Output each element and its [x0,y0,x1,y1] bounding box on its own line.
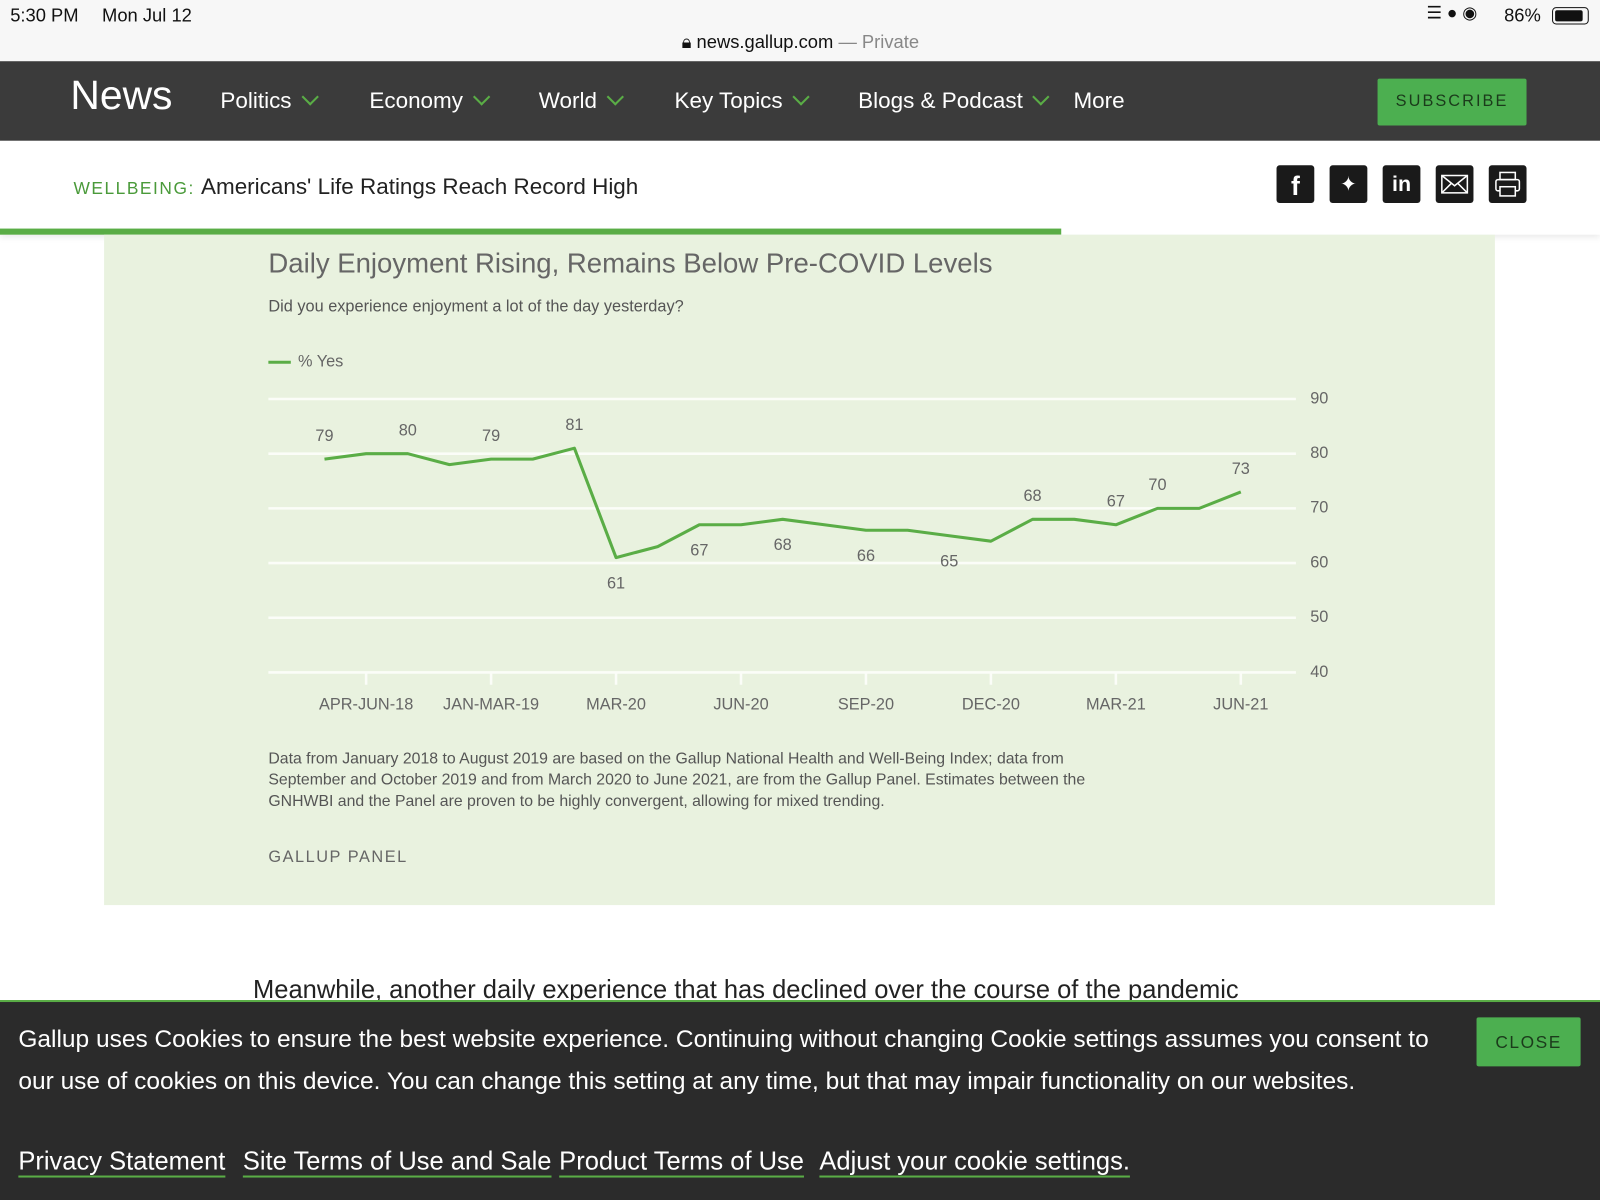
chart: Daily Enjoyment Rising, Remains Below Pr… [268,248,1328,714]
y-tick-label: 90 [1310,389,1328,407]
time: 5:30 PM [10,5,79,26]
url: news.gallup.com [696,31,834,53]
y-tick-label: 70 [1310,499,1328,517]
nav-label: Politics [220,87,292,114]
chart-source: GALLUP PANEL [268,848,408,867]
twitter-share[interactable]: ✦ [1329,165,1368,204]
print-icon [1495,171,1521,197]
data-label: 81 [565,416,583,434]
nav-bar: News Politics Economy World Key Topics B… [0,61,1600,141]
data-label: 73 [1232,460,1250,478]
battery-icon [1552,7,1589,25]
series-line [324,446,1242,560]
nav-item[interactable]: Key Topics [674,87,810,115]
x-tick-label: SEP-20 [838,695,894,713]
data-label: 79 [315,427,333,445]
y-tick-label: 50 [1310,608,1328,626]
subscribe-button[interactable]: SUBSCRIBE [1377,78,1527,126]
email-share[interactable] [1435,165,1474,204]
chart-area: Daily Enjoyment Rising, Remains Below Pr… [268,248,1328,714]
nav-label: Key Topics [674,87,783,114]
x-tick-label: JAN-MAR-19 [443,695,539,713]
headline: Americans' Life Ratings Reach Record Hig… [201,173,639,199]
status-icons: ☰ ● ◉ [1426,3,1478,23]
nav-label: Blogs & Podcast [858,87,1023,114]
x-tick-label: MAR-20 [586,695,646,713]
cookie-link[interactable]: Site Terms of Use and Sale [242,1146,552,1176]
x-tick-label: JUN-21 [1213,695,1268,713]
address[interactable]: 🔒︎ news.gallup.com — Private [681,31,920,53]
data-label: 66 [857,547,875,565]
nav-item[interactable]: Politics [220,87,319,115]
status-bar: 5:30 PM Mon Jul 12 ☰ ● ◉ 86% 🔒︎ news.gal… [0,0,1600,62]
battery-level: 86% [1504,5,1541,26]
x-tick-label: DEC-20 [962,695,1020,713]
linkedin-share[interactable]: in [1382,165,1421,204]
reading-progress [0,228,1062,235]
nav-item[interactable]: Blogs & Podcast [858,87,1050,115]
data-label: 67 [690,542,708,560]
chart-subtitle: Did you experience enjoyment a lot of th… [268,297,683,315]
body-text: Meanwhile, another daily experience that… [253,975,1239,1005]
data-label: 70 [1148,476,1166,494]
private-mode: — Private [838,31,920,53]
article-bar: WELLBEING: Americans' Life Ratings Reach… [0,140,1600,235]
data-label: 61 [607,574,625,592]
data-label: 80 [399,422,417,440]
x-tick-label: MAR-21 [1086,695,1146,713]
x-tick-label: JUN-20 [713,695,768,713]
legend-label: % Yes [298,353,343,371]
facebook-share[interactable]: f [1276,165,1315,204]
chart-panel: Daily Enjoyment Rising, Remains Below Pr… [104,234,1495,906]
cookie-banner: Gallup uses Cookies to ensure the best w… [0,999,1600,1200]
email-icon [1441,174,1469,194]
logo[interactable]: News [70,73,173,119]
nav-label: Economy [369,87,463,114]
nav-more[interactable]: More [1073,87,1125,114]
chart-title: Daily Enjoyment Rising, Remains Below Pr… [268,248,992,279]
chart-note: Data from January 2018 to August 2019 ar… [268,749,1086,811]
cookie-link[interactable]: Privacy Statement [18,1146,226,1176]
data-label: 79 [482,427,500,445]
nav-item[interactable]: Economy [369,87,491,115]
data-label: 67 [1107,493,1125,511]
x-tick-label: APR-JUN-18 [319,695,413,713]
nav-item[interactable]: World [538,87,625,115]
cookie-link[interactable]: Adjust your cookie settings. [819,1146,1130,1176]
nav-label: World [538,87,598,114]
close-button[interactable]: CLOSE [1476,1017,1581,1067]
y-tick-label: 80 [1310,444,1328,462]
y-tick-label: 40 [1310,663,1328,681]
data-label: 68 [774,536,792,554]
y-tick-label: 60 [1310,553,1328,571]
data-label: 65 [940,553,958,571]
cookie-message: Gallup uses Cookies to ensure the best w… [18,1025,1429,1095]
section-label: WELLBEING: [73,178,195,198]
print[interactable] [1488,165,1527,204]
date: Mon Jul 12 [102,5,192,26]
cookie-link[interactable]: Product Terms of Use [559,1146,804,1176]
data-label: 68 [1023,487,1041,505]
